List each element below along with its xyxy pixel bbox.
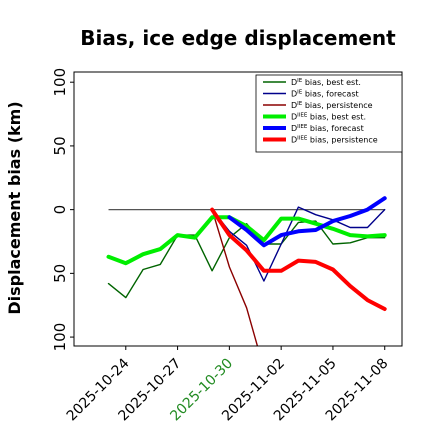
y-tick-label: 100: [51, 323, 69, 352]
chart-title: Bias, ice edge displacement: [80, 26, 396, 50]
series-line-2: [211, 206, 386, 282]
legend-entry: DIE bias, best est.: [291, 78, 361, 87]
legend-entry: DIE bias, persistence: [291, 101, 373, 110]
series-line-6: [210, 207, 387, 311]
legend-entry: DIIEE bias, persistence: [291, 136, 378, 145]
series-line-5: [227, 196, 387, 248]
legend-entry: DIIEE bias, forecast: [291, 124, 364, 133]
y-tick-label: 100: [51, 68, 69, 97]
series-line-3: [211, 208, 259, 346]
series-line-1: [107, 220, 386, 299]
plot-frame: [73, 71, 403, 347]
y-tick-label: 50: [51, 136, 69, 155]
y-tick-label: 0: [51, 205, 69, 215]
y-tick-label: 50: [51, 264, 69, 283]
legend-entry: DIIEE bias, best est.: [291, 113, 366, 122]
legend-entry: DIE bias, forecast: [291, 90, 359, 99]
series-line-4: [106, 215, 387, 266]
y-axis-label: Displacement bias (km): [5, 101, 24, 314]
